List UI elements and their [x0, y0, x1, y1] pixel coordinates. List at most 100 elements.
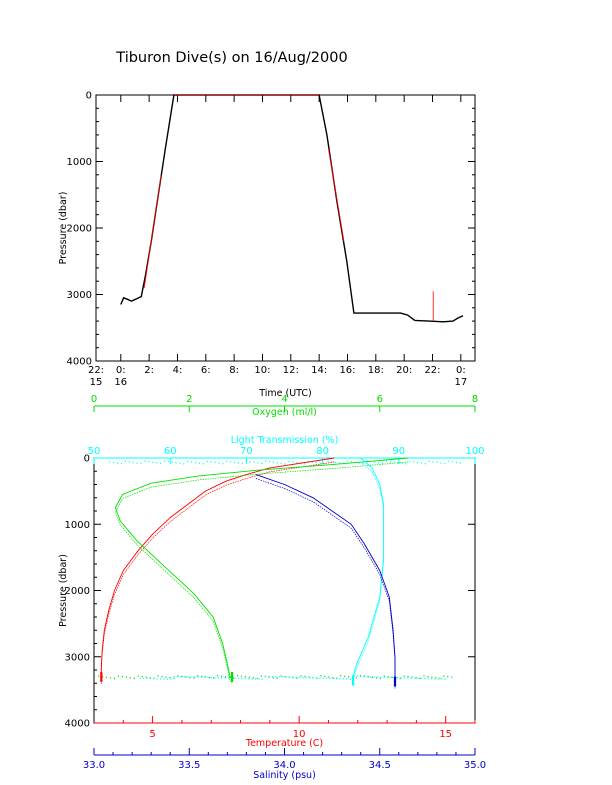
oxygen-scatter-point	[98, 675, 100, 677]
transmission-tick-label: 80	[316, 446, 329, 457]
transmission-scatter-point	[331, 461, 333, 463]
x-tick-label: 22:	[424, 365, 440, 376]
transmission-scatter-point	[416, 462, 419, 464]
oxygen-scatter-point	[260, 675, 262, 677]
oxygen-scatter-point	[284, 676, 286, 678]
transmission-scatter-point	[401, 462, 403, 464]
oxygen-scatter-point	[141, 676, 143, 678]
transmission-scatter-point	[160, 678, 162, 680]
oxygen-scatter-point	[427, 676, 429, 678]
oxygen-scatter-point	[395, 677, 397, 679]
oxygen-scatter-point	[181, 675, 183, 677]
transmission-scatter-point	[275, 676, 277, 678]
oxygen-scatter-point	[232, 677, 235, 679]
oxygen-tick-label: 4	[281, 394, 287, 405]
x-tick-label: 12:	[283, 365, 299, 376]
transmission-scatter-point	[117, 462, 119, 464]
transmission-scatter-point	[153, 678, 155, 680]
oxygen-tick-label: 8	[472, 394, 478, 405]
y-tick-label: 3000	[67, 290, 92, 301]
transmission-scatter-point	[359, 675, 362, 677]
oxygen-scatter-point	[193, 677, 195, 679]
transmission-scatter-point	[309, 677, 311, 679]
transmission-scatter-point	[339, 678, 341, 680]
transmission-scatter-point	[339, 462, 341, 464]
transmission-scatter-point	[350, 461, 352, 463]
transmission-scatter-point	[448, 460, 450, 462]
transmission-scatter-point	[139, 677, 141, 679]
transmission-scatter-point	[390, 676, 392, 678]
transmission-scatter-point	[187, 460, 189, 463]
oxygen-scatter-point	[435, 677, 437, 679]
transmission-scatter-point	[197, 676, 199, 678]
oxygen-scatter-point	[439, 677, 441, 679]
transmission-scatter-point	[237, 462, 239, 464]
x-tick-label: 0:	[456, 365, 466, 376]
oxygen-scatter-point	[332, 677, 334, 679]
transmission-scatter-point	[336, 678, 338, 680]
oxygen-scatter-point	[451, 676, 453, 678]
transmission-scatter-point	[378, 462, 380, 464]
transmission-scatter-point	[441, 678, 443, 680]
transmission-scatter-point	[366, 676, 368, 678]
transmission-scatter-point	[417, 677, 419, 679]
oxygen-scatter-point	[161, 675, 163, 678]
transmission-scatter-point	[312, 677, 314, 679]
transmission-scatter-point	[217, 677, 219, 679]
oxygen-scatter-point	[217, 675, 219, 677]
oxygen-tick-label: 2	[186, 394, 192, 405]
transmission-scatter-point	[413, 461, 415, 463]
x-tick-label: 10:	[254, 365, 270, 376]
chart-profiles: 0 1000 2000 3000 4000 Pressure (dbar) 0 2 4 6 8 Oxy…	[58, 394, 486, 781]
oxygen-scatter-point	[197, 675, 199, 677]
oxygen-scatter-point	[149, 677, 151, 679]
oxygen-scatter-point	[367, 676, 369, 678]
transmission-scatter-point	[358, 462, 360, 464]
transmission-scatter-point	[173, 675, 175, 677]
transmission-scatter-point	[420, 462, 422, 464]
transmission-scatter-point	[248, 678, 250, 680]
y-tick-label: 2000	[65, 586, 90, 597]
transmission-scatter-point	[163, 678, 165, 680]
transmission-scatter-point	[288, 676, 290, 678]
oxygen-scatter-point	[320, 675, 322, 677]
transmission-scatter-point	[204, 676, 206, 678]
transmission-scatter-point	[424, 678, 426, 680]
oxygen-scatter-point	[419, 677, 421, 679]
transmission-scatter-point	[194, 462, 197, 464]
transmission-scatter-point	[113, 461, 115, 464]
y-tick-label: 3000	[65, 652, 90, 663]
transmission-scatter-point	[227, 677, 229, 679]
oxygen-scatter-point	[133, 677, 135, 679]
oxygen-scatter-point	[256, 677, 258, 680]
oxygen-scatter-point	[379, 678, 381, 680]
transmission-scatter-point	[409, 460, 411, 462]
transmission-scatter-point	[386, 676, 389, 678]
y-tick-label: 0	[84, 454, 90, 465]
y-axis-label: Pressure (dbar)	[58, 192, 69, 265]
oxygen-scatter-point	[201, 675, 203, 677]
transmission-scatter-point	[183, 676, 185, 678]
transmission-scatter-point	[254, 678, 257, 680]
oxygen-scatter-point	[300, 675, 302, 677]
oxygen-scatter-point	[173, 677, 175, 679]
transmission-axis-label: Light Transmission (%)	[231, 435, 339, 446]
transmission-scatter-point	[191, 461, 193, 463]
transmission-scatter-point	[405, 463, 407, 465]
oxygen-scatter-point	[169, 677, 171, 679]
plot-frame	[93, 457, 476, 724]
transmission-scatter-point	[149, 678, 152, 680]
transmission-scatter-point	[224, 677, 226, 679]
oxygen-profile-line	[114, 457, 409, 681]
transmission-scatter-point	[385, 460, 387, 462]
transmission-scatter-point	[241, 463, 243, 465]
x-tick-label: 22:	[88, 365, 104, 376]
transmission-scatter-point	[326, 677, 328, 679]
transmission-scatter-point	[356, 675, 358, 677]
transmission-scatter-point	[140, 462, 142, 465]
x-axis-label: Time (UTC)	[258, 388, 312, 399]
transmission-scatter-point	[179, 462, 181, 464]
transmission-scatter-point	[315, 677, 317, 679]
transmission-scatter-point	[241, 678, 243, 680]
